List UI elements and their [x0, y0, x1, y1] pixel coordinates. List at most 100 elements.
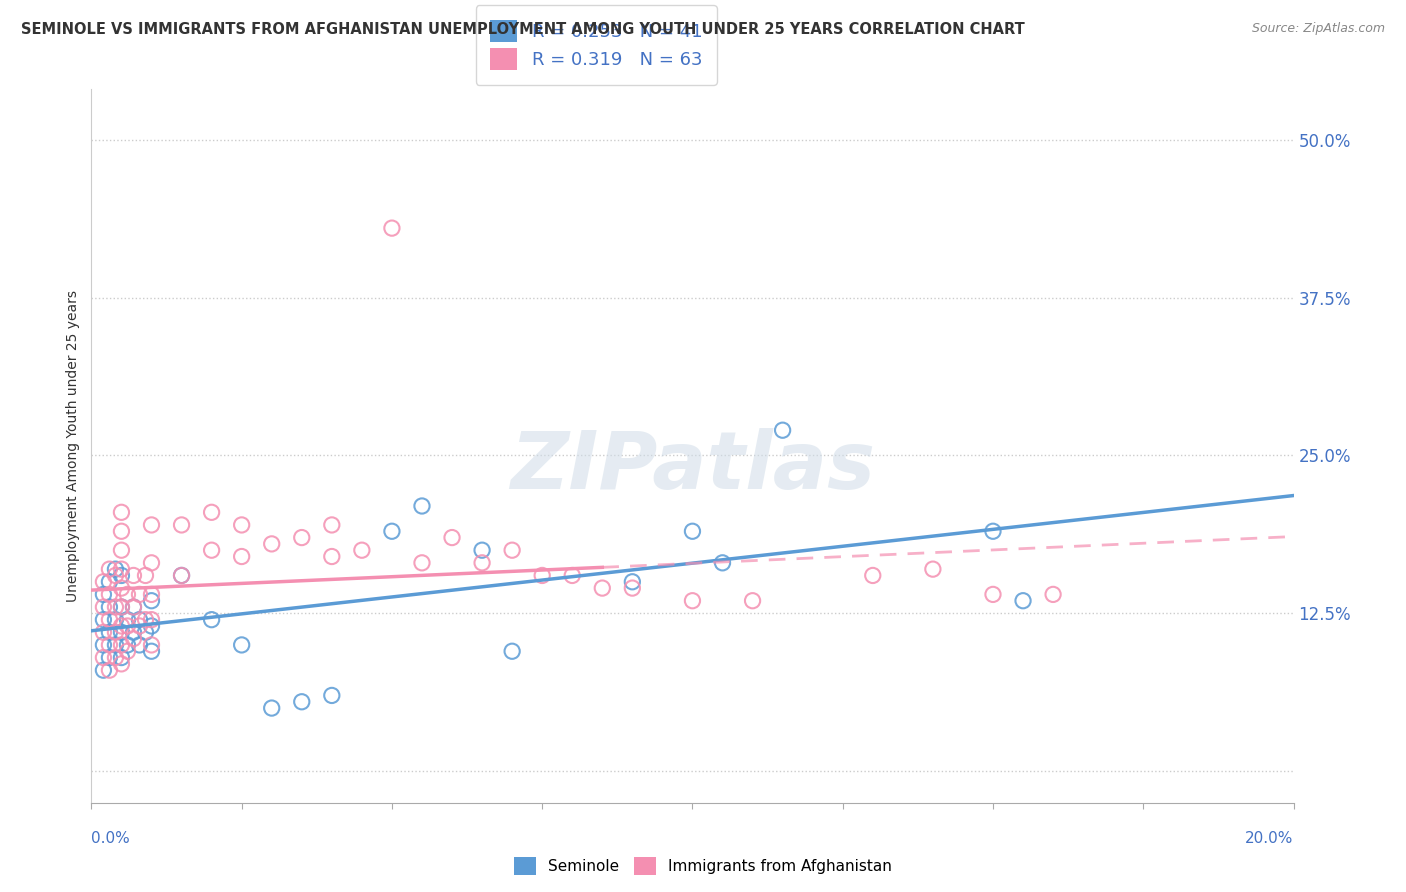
Point	[98, 625, 121, 640]
Point	[471, 556, 494, 570]
Point	[104, 638, 127, 652]
Point	[321, 517, 343, 532]
Point	[110, 543, 132, 558]
Point	[231, 517, 253, 532]
Legend: R = 0.253   N = 41, R = 0.319   N = 63: R = 0.253 N = 41, R = 0.319 N = 63	[475, 5, 717, 85]
Point	[93, 625, 115, 640]
Point	[134, 625, 156, 640]
Point	[134, 568, 156, 582]
Point	[591, 581, 613, 595]
Point	[110, 625, 132, 640]
Point	[411, 556, 433, 570]
Point	[260, 701, 283, 715]
Point	[122, 625, 145, 640]
Point	[93, 600, 115, 615]
Point	[981, 587, 1004, 601]
Point	[98, 613, 121, 627]
Point	[117, 638, 139, 652]
Point	[117, 644, 139, 658]
Point	[621, 574, 644, 589]
Point	[170, 517, 193, 532]
Point	[110, 568, 132, 582]
Point	[110, 638, 132, 652]
Point	[141, 587, 163, 601]
Point	[411, 499, 433, 513]
Point	[350, 543, 373, 558]
Point	[201, 543, 224, 558]
Text: Source: ZipAtlas.com: Source: ZipAtlas.com	[1251, 22, 1385, 36]
Y-axis label: Unemployment Among Youth under 25 years: Unemployment Among Youth under 25 years	[66, 290, 80, 602]
Point	[110, 600, 132, 615]
Point	[110, 562, 132, 576]
Text: SEMINOLE VS IMMIGRANTS FROM AFGHANISTAN UNEMPLOYMENT AMONG YOUTH UNDER 25 YEARS : SEMINOLE VS IMMIGRANTS FROM AFGHANISTAN …	[21, 22, 1025, 37]
Point	[117, 619, 139, 633]
Point	[110, 657, 132, 671]
Point	[471, 543, 494, 558]
Point	[561, 568, 583, 582]
Point	[141, 644, 163, 658]
Point	[93, 613, 115, 627]
Point	[681, 524, 703, 539]
Text: 20.0%: 20.0%	[1246, 831, 1294, 846]
Point	[110, 600, 132, 615]
Point	[93, 587, 115, 601]
Point	[201, 505, 224, 519]
Point	[1042, 587, 1064, 601]
Point	[291, 531, 314, 545]
Point	[141, 517, 163, 532]
Point	[531, 568, 554, 582]
Point	[141, 619, 163, 633]
Point	[231, 638, 253, 652]
Point	[98, 638, 121, 652]
Point	[98, 562, 121, 576]
Point	[110, 619, 132, 633]
Point	[772, 423, 794, 437]
Point	[1012, 593, 1035, 607]
Point	[501, 644, 523, 658]
Point	[501, 543, 523, 558]
Text: 0.0%: 0.0%	[91, 831, 131, 846]
Point	[321, 689, 343, 703]
Point	[134, 613, 156, 627]
Point	[321, 549, 343, 564]
Point	[291, 695, 314, 709]
Point	[381, 221, 404, 235]
Point	[141, 613, 163, 627]
Point	[110, 505, 132, 519]
Point	[440, 531, 463, 545]
Point	[93, 574, 115, 589]
Point	[110, 581, 132, 595]
Point	[110, 650, 132, 665]
Point	[141, 638, 163, 652]
Point	[93, 650, 115, 665]
Point	[122, 568, 145, 582]
Point	[104, 568, 127, 582]
Point	[98, 650, 121, 665]
Point	[141, 593, 163, 607]
Point	[98, 600, 121, 615]
Point	[122, 632, 145, 646]
Text: ZIPatlas: ZIPatlas	[510, 428, 875, 507]
Point	[117, 587, 139, 601]
Point	[104, 562, 127, 576]
Point	[141, 556, 163, 570]
Point	[110, 524, 132, 539]
Point	[711, 556, 734, 570]
Point	[128, 587, 150, 601]
Legend: Seminole, Immigrants from Afghanistan: Seminole, Immigrants from Afghanistan	[506, 850, 900, 882]
Point	[170, 568, 193, 582]
Point	[104, 650, 127, 665]
Point	[201, 613, 224, 627]
Point	[117, 613, 139, 627]
Point	[128, 638, 150, 652]
Point	[128, 613, 150, 627]
Point	[98, 587, 121, 601]
Point	[260, 537, 283, 551]
Point	[862, 568, 884, 582]
Point	[381, 524, 404, 539]
Point	[128, 619, 150, 633]
Point	[741, 593, 763, 607]
Point	[104, 613, 127, 627]
Point	[981, 524, 1004, 539]
Point	[104, 600, 127, 615]
